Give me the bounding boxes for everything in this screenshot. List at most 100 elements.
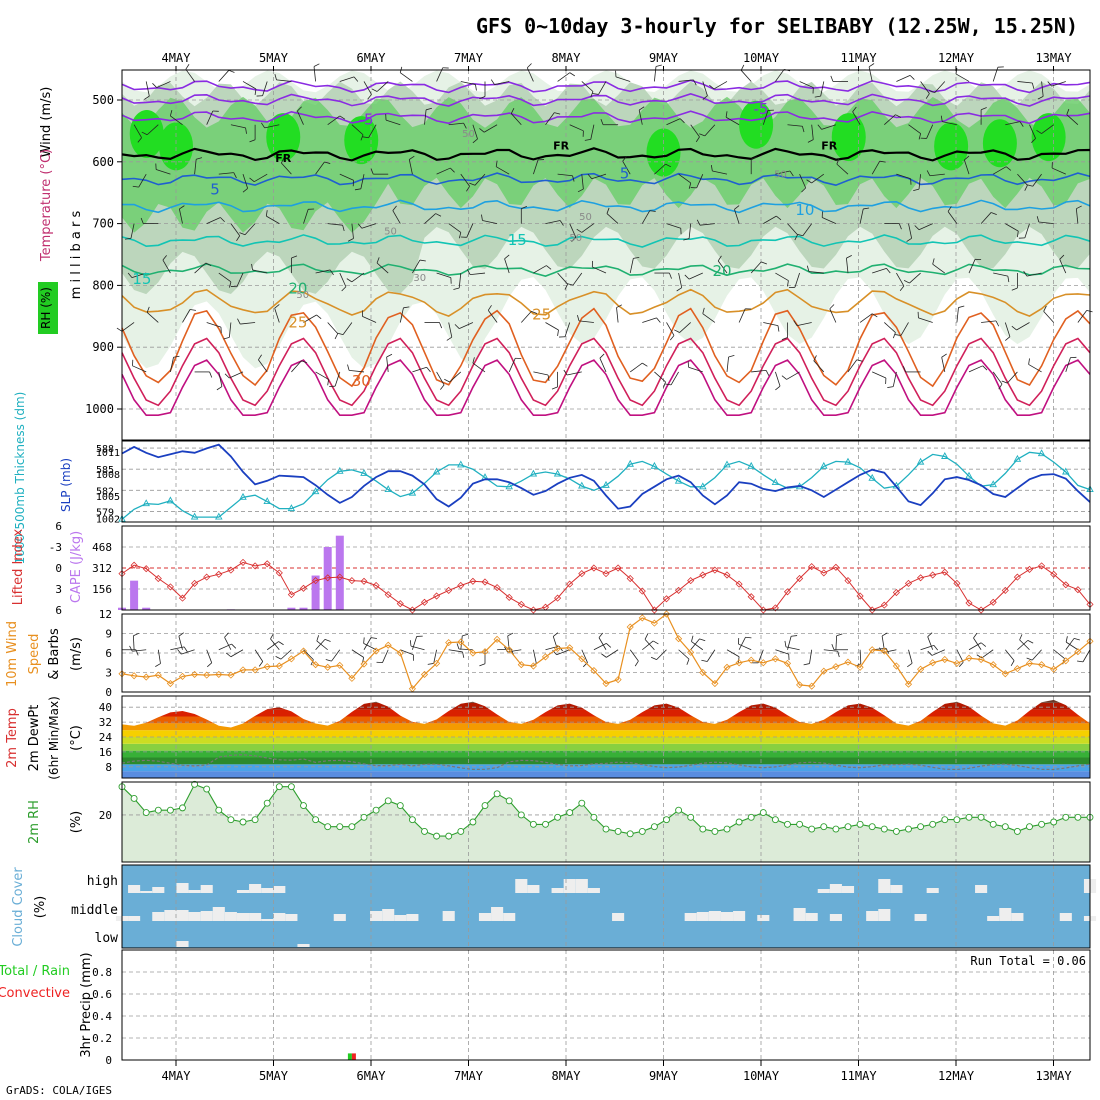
thickness-marker [1037,449,1046,457]
wind-barb [315,639,326,651]
precip-tick-label: 0.6 [92,988,112,1001]
lifted-index-marker [868,606,876,614]
lifted-index-marker [348,577,356,585]
wind-barb-flag [316,314,322,320]
cape-tick-label: 468 [92,541,112,554]
wind-barb [740,70,752,82]
top-date-label: 9MAY [649,51,679,65]
wind-barb [156,81,171,88]
wind-barb [734,209,740,224]
legend-wind: Wind (m/s) [39,87,54,158]
wind-barb-flag [224,632,229,638]
lifted-tick-label-top: 6 [55,520,62,533]
rh2m-marker [469,818,477,826]
wind-speed-line [121,613,1091,690]
slp-line [121,443,1091,510]
wind-barb [567,371,582,376]
wind-barb [460,81,476,85]
rh2m-marker [142,809,150,817]
wind-barb [775,649,789,655]
wind-barb-flag [813,355,817,361]
wind-barb [726,356,729,372]
cape-bar [311,575,320,610]
wind-barb [690,124,700,138]
thickness-marker [578,481,586,489]
wind-barb [641,210,651,224]
wind-barb [654,66,657,82]
wind-speed-marker [227,671,235,679]
wind-barb-flag [1036,216,1040,223]
rh2m-marker [1050,818,1058,826]
wind-barb [1032,173,1042,187]
temp-tick-label: 16 [99,746,112,759]
wind-barb-flag [806,265,810,272]
rh-blob [646,128,681,177]
wind-barb-flag [1047,81,1052,87]
lifted-index-marker [1038,562,1046,570]
wind-barb [545,322,559,331]
wind-barb-flag [980,642,987,647]
wind-barb [678,649,690,660]
wind-barb-flag [220,217,225,223]
wind-barb-flag [504,254,510,260]
rh2m-marker [844,823,852,831]
wind-barb-flag [655,64,662,67]
wind-barb [363,81,372,95]
wind-barb [1065,641,1079,651]
wind-barb [483,124,498,133]
wind-barb [297,110,304,125]
wind-barb [303,649,314,660]
rh2m-marker [832,825,840,833]
wind-barb-flag [906,237,912,242]
wind-barb [896,74,911,82]
cloud-clear-cell [1059,913,1072,921]
rh-blob [129,109,164,158]
bottom-date-label: 9MAY [649,1069,679,1083]
wind-barb-flag [927,632,933,637]
wind-barb-flag [584,138,591,141]
cloud-clear-cell [1011,913,1024,921]
wind-barb [1016,322,1030,331]
wind-barb [750,261,762,274]
rh2m-marker [796,820,804,828]
wind-barb [884,322,896,333]
lifted-index-marker [372,581,380,590]
lifted-index-marker [517,600,525,608]
wind-barb-flag [1077,660,1084,663]
wind-barb-flag [947,206,952,212]
wind-barb-flag [462,633,469,637]
panel-frame [121,949,1091,1061]
wind-speed-marker [287,655,295,663]
thickness-marker [215,512,223,520]
top-date-label: 8MAY [552,51,582,65]
wind-barb-flag [836,158,840,165]
thickness-marker [989,480,997,488]
wind-barb [678,173,691,184]
wind-barb-flag [745,636,752,639]
precip-tick-label: 0.4 [92,1010,112,1023]
wind-barb [507,649,522,653]
rh-legend-swatch [38,282,58,334]
wind-barb [598,637,607,650]
wind-barb-flag [925,93,930,99]
wind-barb [178,636,183,650]
rh2m-marker [408,816,416,824]
wind-barb [376,262,389,274]
wind-barb [829,308,837,323]
wind-barb-flag [258,661,264,667]
bottom-date-label: 12MAY [938,1069,975,1083]
wind-barb-flag [440,384,445,390]
rh2m-marker [687,813,695,821]
wind-barb [360,174,365,189]
wind-speed-marker [203,671,211,679]
wind-barb-flag [275,656,282,660]
wind-barb-flag [679,118,685,124]
wind-barb [229,371,244,379]
wind-barb-flag [751,156,757,160]
wind-barb [704,124,716,137]
cloud-clear-cell [975,885,988,893]
cloud-clear-cell [188,890,201,893]
lifted-index-marker [493,584,501,592]
rh2m-marker [312,816,320,824]
wind-barb [276,79,292,82]
